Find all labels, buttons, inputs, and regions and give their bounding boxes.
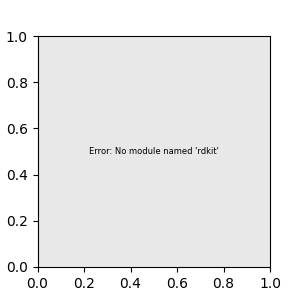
Text: Error: No module named 'rdkit': Error: No module named 'rdkit' (89, 147, 219, 156)
